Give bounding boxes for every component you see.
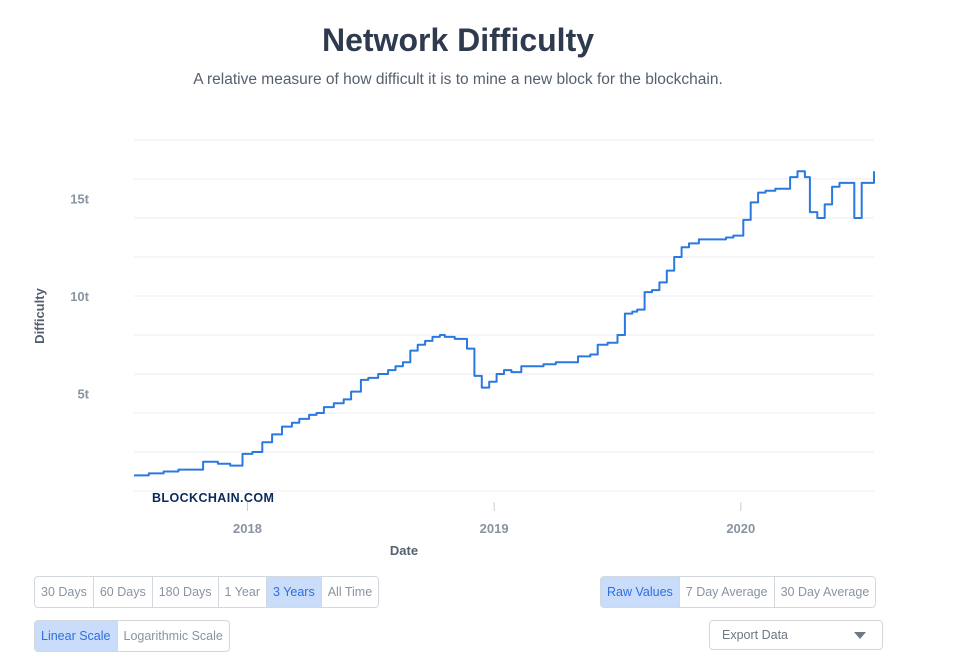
page-subtitle: A relative measure of how difficult it i…: [193, 71, 723, 88]
linear-scale-button[interactable]: Linear Scale: [35, 621, 118, 651]
time-range-group: 30 Days 60 Days 180 Days 1 Year 3 Years …: [34, 576, 380, 608]
raw-values-button[interactable]: Raw Values: [601, 577, 680, 607]
range-3-years-button[interactable]: 3 Years: [267, 577, 322, 607]
range-30-days-button[interactable]: 30 Days: [35, 577, 94, 607]
y-tick-label: 5t: [77, 387, 89, 402]
export-data-dropdown[interactable]: Export Data: [709, 620, 883, 650]
value-mode-group: Raw Values 7 Day Average 30 Day Average: [600, 576, 877, 608]
x-tick-label: 2020: [726, 521, 755, 536]
difficulty-series-line: [134, 170, 875, 477]
logarithmic-scale-button[interactable]: Logarithmic Scale: [123, 629, 223, 643]
difficulty-chart: 5t 10t 15t 2018 2019 2020 Difficulty Date BL…: [32, 139, 875, 558]
export-data-label: Export Data: [722, 628, 789, 642]
range-180-days-button[interactable]: 180 Days: [153, 577, 219, 607]
chevron-down-icon: [854, 632, 866, 639]
30-day-average-button[interactable]: 30 Day Average: [780, 585, 870, 599]
range-all-time-button[interactable]: All Time: [327, 585, 373, 599]
range-60-days-button[interactable]: 60 Days: [94, 577, 153, 607]
x-tick-label: 2019: [480, 521, 509, 536]
x-axis-ticks: 2018 2019 2020: [233, 502, 755, 536]
scale-group: Linear Scale Logarithmic Scale: [34, 620, 230, 652]
range-1-year-button[interactable]: 1 Year: [219, 577, 267, 607]
x-tick-label: 2018: [233, 521, 262, 536]
y-axis-ticks: 5t 10t 15t: [70, 192, 89, 402]
y-tick-label: 10t: [70, 289, 89, 304]
y-axis-label: Difficulty: [32, 287, 47, 343]
7-day-average-button[interactable]: 7 Day Average: [680, 577, 775, 607]
x-axis-label: Date: [390, 543, 418, 558]
page-title: Network Difficulty: [321, 22, 595, 58]
blockchain-logo: BLOCKCHAIN.COM: [152, 491, 274, 505]
y-tick-label: 15t: [70, 192, 89, 207]
